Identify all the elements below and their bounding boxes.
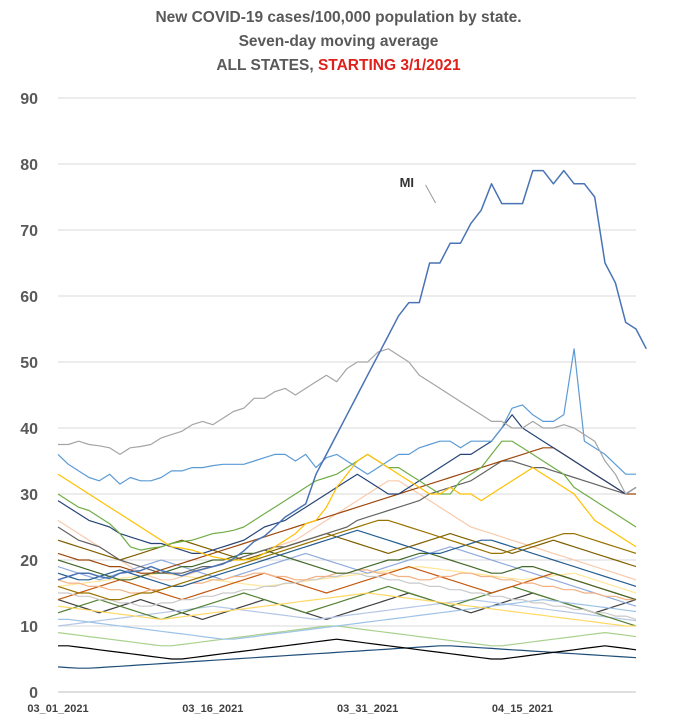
series-line [57,592,636,627]
series-line [57,585,637,627]
series-line [58,638,637,660]
x-tick-label: 03_16_2021 [182,703,243,715]
subtitle-highlight: STARTING 3/1/2021 [317,57,461,74]
x-axis-ticks: 03_01_2021 03_16_2021 03_31_2021 04_15_2021 [27,703,553,715]
series-line [57,447,636,574]
series-line [57,529,637,588]
y-tick-label: 20 [20,553,38,570]
series-line [57,519,637,601]
chart-title: New COVID-19 cases/100,000 population by… [155,9,522,26]
y-tick-label: 80 [20,157,38,174]
annotation-leader-line [425,184,437,204]
series-line [57,546,637,607]
series-line [57,532,637,568]
series-line [57,565,637,601]
series-line [57,598,637,627]
chart-subtitle-2: ALL STATES, STARTING 3/1/2021 [0,57,677,75]
y-tick-label: 0 [29,685,38,702]
chart-subtitle: Seven-day moving average [238,33,439,50]
series-line [57,565,637,594]
series-line [57,348,636,485]
y-axis-ticks: 0 10 20 30 40 50 60 70 80 90 [20,91,38,702]
series-line [57,645,637,669]
y-tick-label: 40 [20,421,38,438]
series-line [57,625,637,647]
x-tick-label: 03_31_2021 [337,703,398,715]
series-line [57,453,637,561]
series-line [58,348,637,495]
y-tick-label: 70 [20,223,38,240]
y-tick-label: 30 [20,487,38,504]
series-line [57,460,637,574]
y-tick-label: 60 [20,289,38,306]
series-line [57,480,637,581]
x-tick-label: 04_15_2021 [492,703,553,715]
series-line-mi [57,169,647,581]
y-tick-label: 90 [20,91,38,108]
y-tick-label: 10 [20,619,38,636]
x-tick-label: 03_01_2021 [27,703,88,715]
series-lines [57,169,647,669]
y-tick-label: 50 [20,355,38,372]
series-line [57,414,637,555]
subtitle-prefix: ALL STATES, [216,57,318,74]
series-line [57,440,637,551]
series-line [57,549,637,601]
series-line [58,598,637,640]
gridlines [58,97,636,693]
annotation-label: MI [400,175,414,190]
